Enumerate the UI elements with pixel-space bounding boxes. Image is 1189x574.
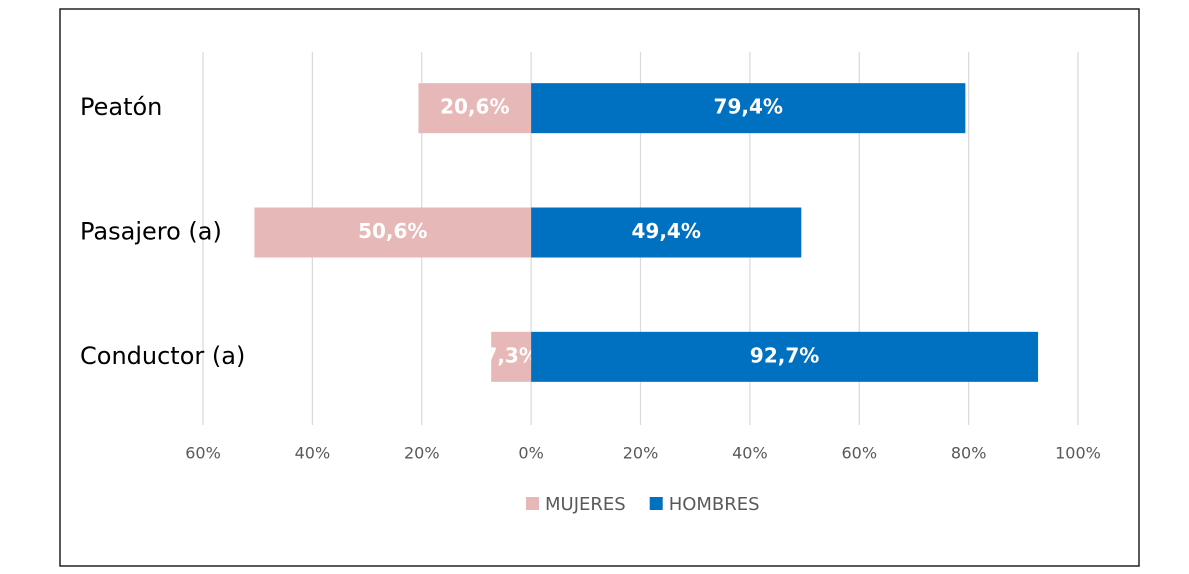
legend-swatch: [526, 497, 539, 510]
category-label: Peatón: [80, 93, 162, 121]
x-tick-label: 100%: [1055, 444, 1101, 463]
x-tick-label: 40%: [732, 444, 768, 463]
data-label: 92,7%: [750, 343, 819, 367]
data-label: 49,4%: [632, 219, 701, 243]
data-label: 79,4%: [714, 95, 783, 119]
x-tick-label: 20%: [623, 444, 659, 463]
bar: [254, 207, 532, 258]
legend-label: HOMBRES: [669, 494, 760, 515]
x-tick-label: 0%: [518, 444, 543, 463]
legend-label: MUJERES: [545, 494, 626, 515]
data-label: 20,6%: [440, 95, 509, 119]
bar: [531, 207, 802, 258]
x-tick-label: 40%: [295, 444, 331, 463]
x-tick-label: 60%: [185, 444, 221, 463]
bar: [531, 331, 1039, 382]
category-label: Conductor (a): [80, 342, 245, 370]
bar: [418, 83, 532, 134]
x-tick-label: 60%: [841, 444, 877, 463]
bar: [531, 83, 966, 134]
x-tick-label: 80%: [951, 444, 987, 463]
category-label: Pasajero (a): [80, 218, 222, 246]
x-tick-label: 20%: [404, 444, 440, 463]
data-label: 50,6%: [358, 219, 427, 243]
legend-swatch: [649, 497, 663, 510]
bar: [491, 331, 532, 382]
data-label: 7,3%: [483, 343, 538, 367]
